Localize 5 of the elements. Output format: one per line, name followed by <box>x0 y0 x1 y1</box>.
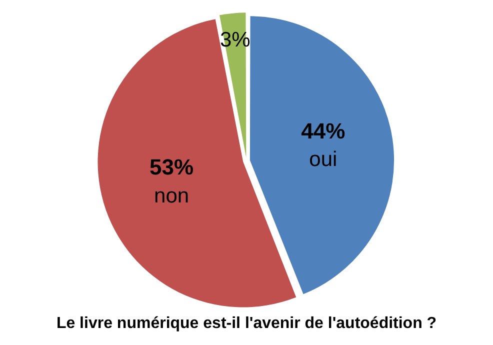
text: Le livre numérique est-il l'avenir de l'autoédition ? <box>56 314 437 332</box>
data-label: 53% <box>150 154 194 180</box>
data-label: 44% <box>301 118 346 144</box>
slice-label: oui <box>309 148 338 172</box>
slice-label: non <box>154 184 190 208</box>
